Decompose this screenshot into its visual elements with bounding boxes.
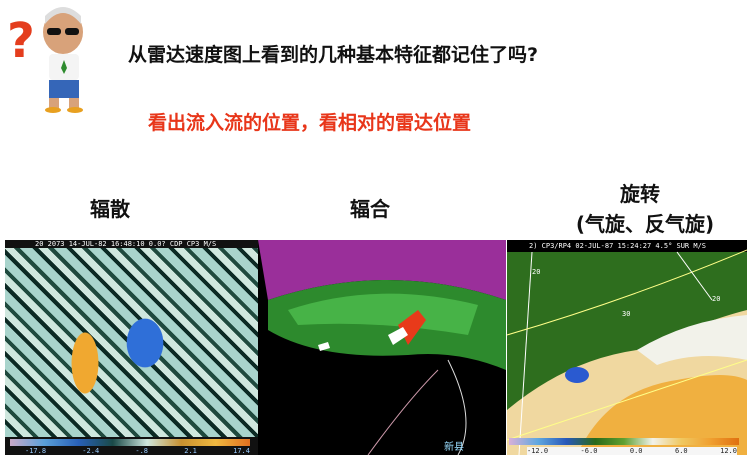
colorbar-label: -.8 <box>135 447 149 455</box>
label-divergence: 辐散 <box>90 197 130 221</box>
colorbar-label: -6.0 <box>580 447 598 455</box>
label-convergence: 辐合 <box>350 197 390 221</box>
range-label: 30 <box>622 310 631 318</box>
range-label: 20 <box>712 295 721 303</box>
colorbar <box>509 438 739 445</box>
colorbar-label: 2.1 <box>184 447 197 455</box>
svg-text:?: ? <box>7 13 35 69</box>
colorbar-label: -17.8 <box>25 447 47 455</box>
range-label: 20 <box>532 268 541 276</box>
colorbar-label: -12.0 <box>527 447 549 455</box>
place-label: 新县 <box>444 442 464 453</box>
colorbar-label: 12.0 <box>720 447 737 455</box>
slide-subtitle: 看出流入流的位置，看相对的雷达位置 <box>148 112 472 134</box>
radar-image-convergence: 新县 <box>258 240 506 455</box>
slide-title: 从雷达速度图上看到的几种基本特征都记住了吗? <box>128 44 539 66</box>
label-rotation-sub: (气旋、反气旋) <box>575 212 715 236</box>
radar-header: 20 2073 14-JUL-82 16:48:10 0.0? CDP CP3 … <box>35 240 217 248</box>
colorbar-label: 6.0 <box>675 447 688 455</box>
colorbar <box>10 439 250 446</box>
radar-image-rotation: 2) CP3/RP4 02-JUL-87 15:24:27 4.5° SUR M… <box>507 240 747 455</box>
colorbar-label: 17.4 <box>233 447 250 455</box>
label-rotation: 旋转 <box>620 182 660 206</box>
radar-header: 2) CP3/RP4 02-JUL-87 15:24:27 4.5° SUR M… <box>529 242 707 250</box>
radar-image-divergence: 20 2073 14-JUL-82 16:48:10 0.0? CDP CP3 … <box>5 240 258 455</box>
colorbar-label: 0.0 <box>629 447 643 455</box>
colorbar-label: -2.4 <box>82 447 100 455</box>
mascot-image: ? <box>5 2 100 114</box>
